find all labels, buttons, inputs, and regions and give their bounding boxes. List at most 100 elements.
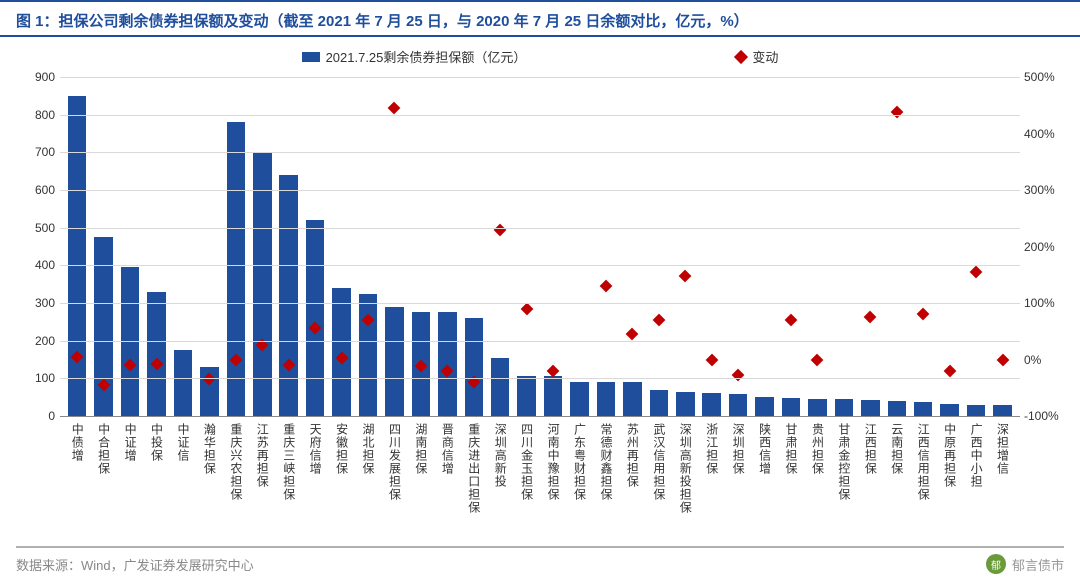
watermark-text: 郁言债市 — [1012, 555, 1064, 574]
x-tick-label: 中投保 — [143, 419, 169, 527]
bar — [702, 393, 721, 416]
x-tick-label: 浙江担保 — [699, 419, 725, 527]
y-left-tick: 200 — [15, 334, 55, 348]
bar — [253, 152, 272, 416]
x-tick-label: 天府信增 — [302, 419, 328, 527]
bar — [227, 122, 246, 416]
x-tick-label: 中原再担保 — [936, 419, 962, 527]
footer: 数据来源：Wind，广发证券发展研究中心 郁 郁言债市 — [16, 546, 1064, 574]
bar — [755, 397, 774, 416]
source-text: 数据来源：Wind，广发证券发展研究中心 — [16, 555, 254, 574]
y-right-tick: -100% — [1024, 409, 1072, 423]
bar — [279, 175, 298, 416]
bar-slot — [328, 77, 354, 416]
bar — [517, 376, 536, 416]
x-tick-label: 重庆进出口担保 — [461, 419, 487, 527]
x-tick-label: 陕西信增 — [751, 419, 777, 527]
bar-slot — [540, 77, 566, 416]
bar-slot — [434, 77, 460, 416]
bar-slot — [249, 77, 275, 416]
grid-line — [60, 341, 1020, 342]
bar-slot — [302, 77, 328, 416]
bar-slot — [672, 77, 698, 416]
y-left-tick: 0 — [15, 409, 55, 423]
plot-area: 0100200300400500600700800900-100%0%100%2… — [60, 77, 1020, 417]
change-marker — [917, 308, 930, 321]
bar-slot — [936, 77, 962, 416]
bar-slot — [196, 77, 222, 416]
x-tick-label: 深圳担保 — [725, 419, 751, 527]
bar-slot — [143, 77, 169, 416]
bar — [68, 96, 87, 416]
y-right-tick: 0% — [1024, 353, 1072, 367]
x-tick-label: 贵州担保 — [804, 419, 830, 527]
bar — [306, 220, 325, 416]
change-marker — [811, 353, 824, 366]
x-tick-label: 江西信用担保 — [910, 419, 936, 527]
x-tick-label: 广东粤财担保 — [566, 419, 592, 527]
y-right-tick: 100% — [1024, 296, 1072, 310]
change-marker — [970, 266, 983, 279]
legend-diamond-swatch — [734, 49, 748, 63]
grid-line — [60, 265, 1020, 266]
bar — [570, 382, 589, 416]
grid-line — [60, 378, 1020, 379]
bar-slot — [778, 77, 804, 416]
y-right-tick: 200% — [1024, 240, 1072, 254]
x-tick-label: 深圳高新投担保 — [672, 419, 698, 527]
watermark-icon: 郁 — [986, 554, 1006, 574]
x-tick-label: 晋商信增 — [434, 419, 460, 527]
x-tick-label: 江苏再担保 — [249, 419, 275, 527]
bar — [967, 405, 986, 416]
bar-slot — [751, 77, 777, 416]
bar — [861, 400, 880, 416]
bar — [650, 390, 669, 416]
bar — [385, 307, 404, 416]
y-left-tick: 800 — [15, 108, 55, 122]
bar-slot — [461, 77, 487, 416]
bar — [544, 376, 563, 416]
x-tick-label: 安徽担保 — [328, 419, 354, 527]
x-tick-label: 四川发展担保 — [381, 419, 407, 527]
chart-area: 2021.7.25剩余债券担保额（亿元） 变动 0100200300400500… — [0, 37, 1080, 527]
bar — [147, 292, 166, 416]
legend: 2021.7.25剩余债券担保额（亿元） 变动 — [0, 47, 1080, 66]
bar-slot — [64, 77, 90, 416]
legend-bar-item: 2021.7.25剩余债券担保额（亿元） — [302, 47, 527, 66]
bar-slot — [804, 77, 830, 416]
legend-marker-label: 变动 — [752, 47, 778, 66]
bar — [993, 405, 1012, 416]
bar-slot — [699, 77, 725, 416]
bar — [914, 402, 933, 416]
grid-line — [60, 77, 1020, 78]
change-marker — [652, 314, 665, 327]
bar — [782, 398, 801, 416]
bars-group — [60, 77, 1020, 416]
x-axis-labels: 中债增中合担保中证增中投保中证信瀚华担保重庆兴农担保江苏再担保重庆三峡担保天府信… — [60, 419, 1020, 527]
change-marker — [996, 353, 1009, 366]
x-tick-label: 重庆三峡担保 — [276, 419, 302, 527]
bar — [491, 358, 510, 416]
y-left-tick: 500 — [15, 221, 55, 235]
change-marker — [890, 106, 903, 119]
bar — [888, 401, 907, 416]
grid-line — [60, 303, 1020, 304]
change-marker — [943, 364, 956, 377]
x-tick-label: 深圳高新投 — [487, 419, 513, 527]
grid-line — [60, 152, 1020, 153]
bar — [676, 392, 695, 416]
grid-line — [60, 190, 1020, 191]
legend-bar-swatch — [302, 52, 320, 62]
grid-line — [60, 115, 1020, 116]
bar-slot — [276, 77, 302, 416]
bar-slot — [831, 77, 857, 416]
x-tick-label: 中债增 — [64, 419, 90, 527]
change-marker — [679, 270, 692, 283]
grid-line — [60, 228, 1020, 229]
bar-slot — [725, 77, 751, 416]
x-tick-label: 武汉信用担保 — [646, 419, 672, 527]
bar-slot — [355, 77, 381, 416]
bar — [623, 382, 642, 416]
bar — [940, 404, 959, 416]
bar-slot — [408, 77, 434, 416]
